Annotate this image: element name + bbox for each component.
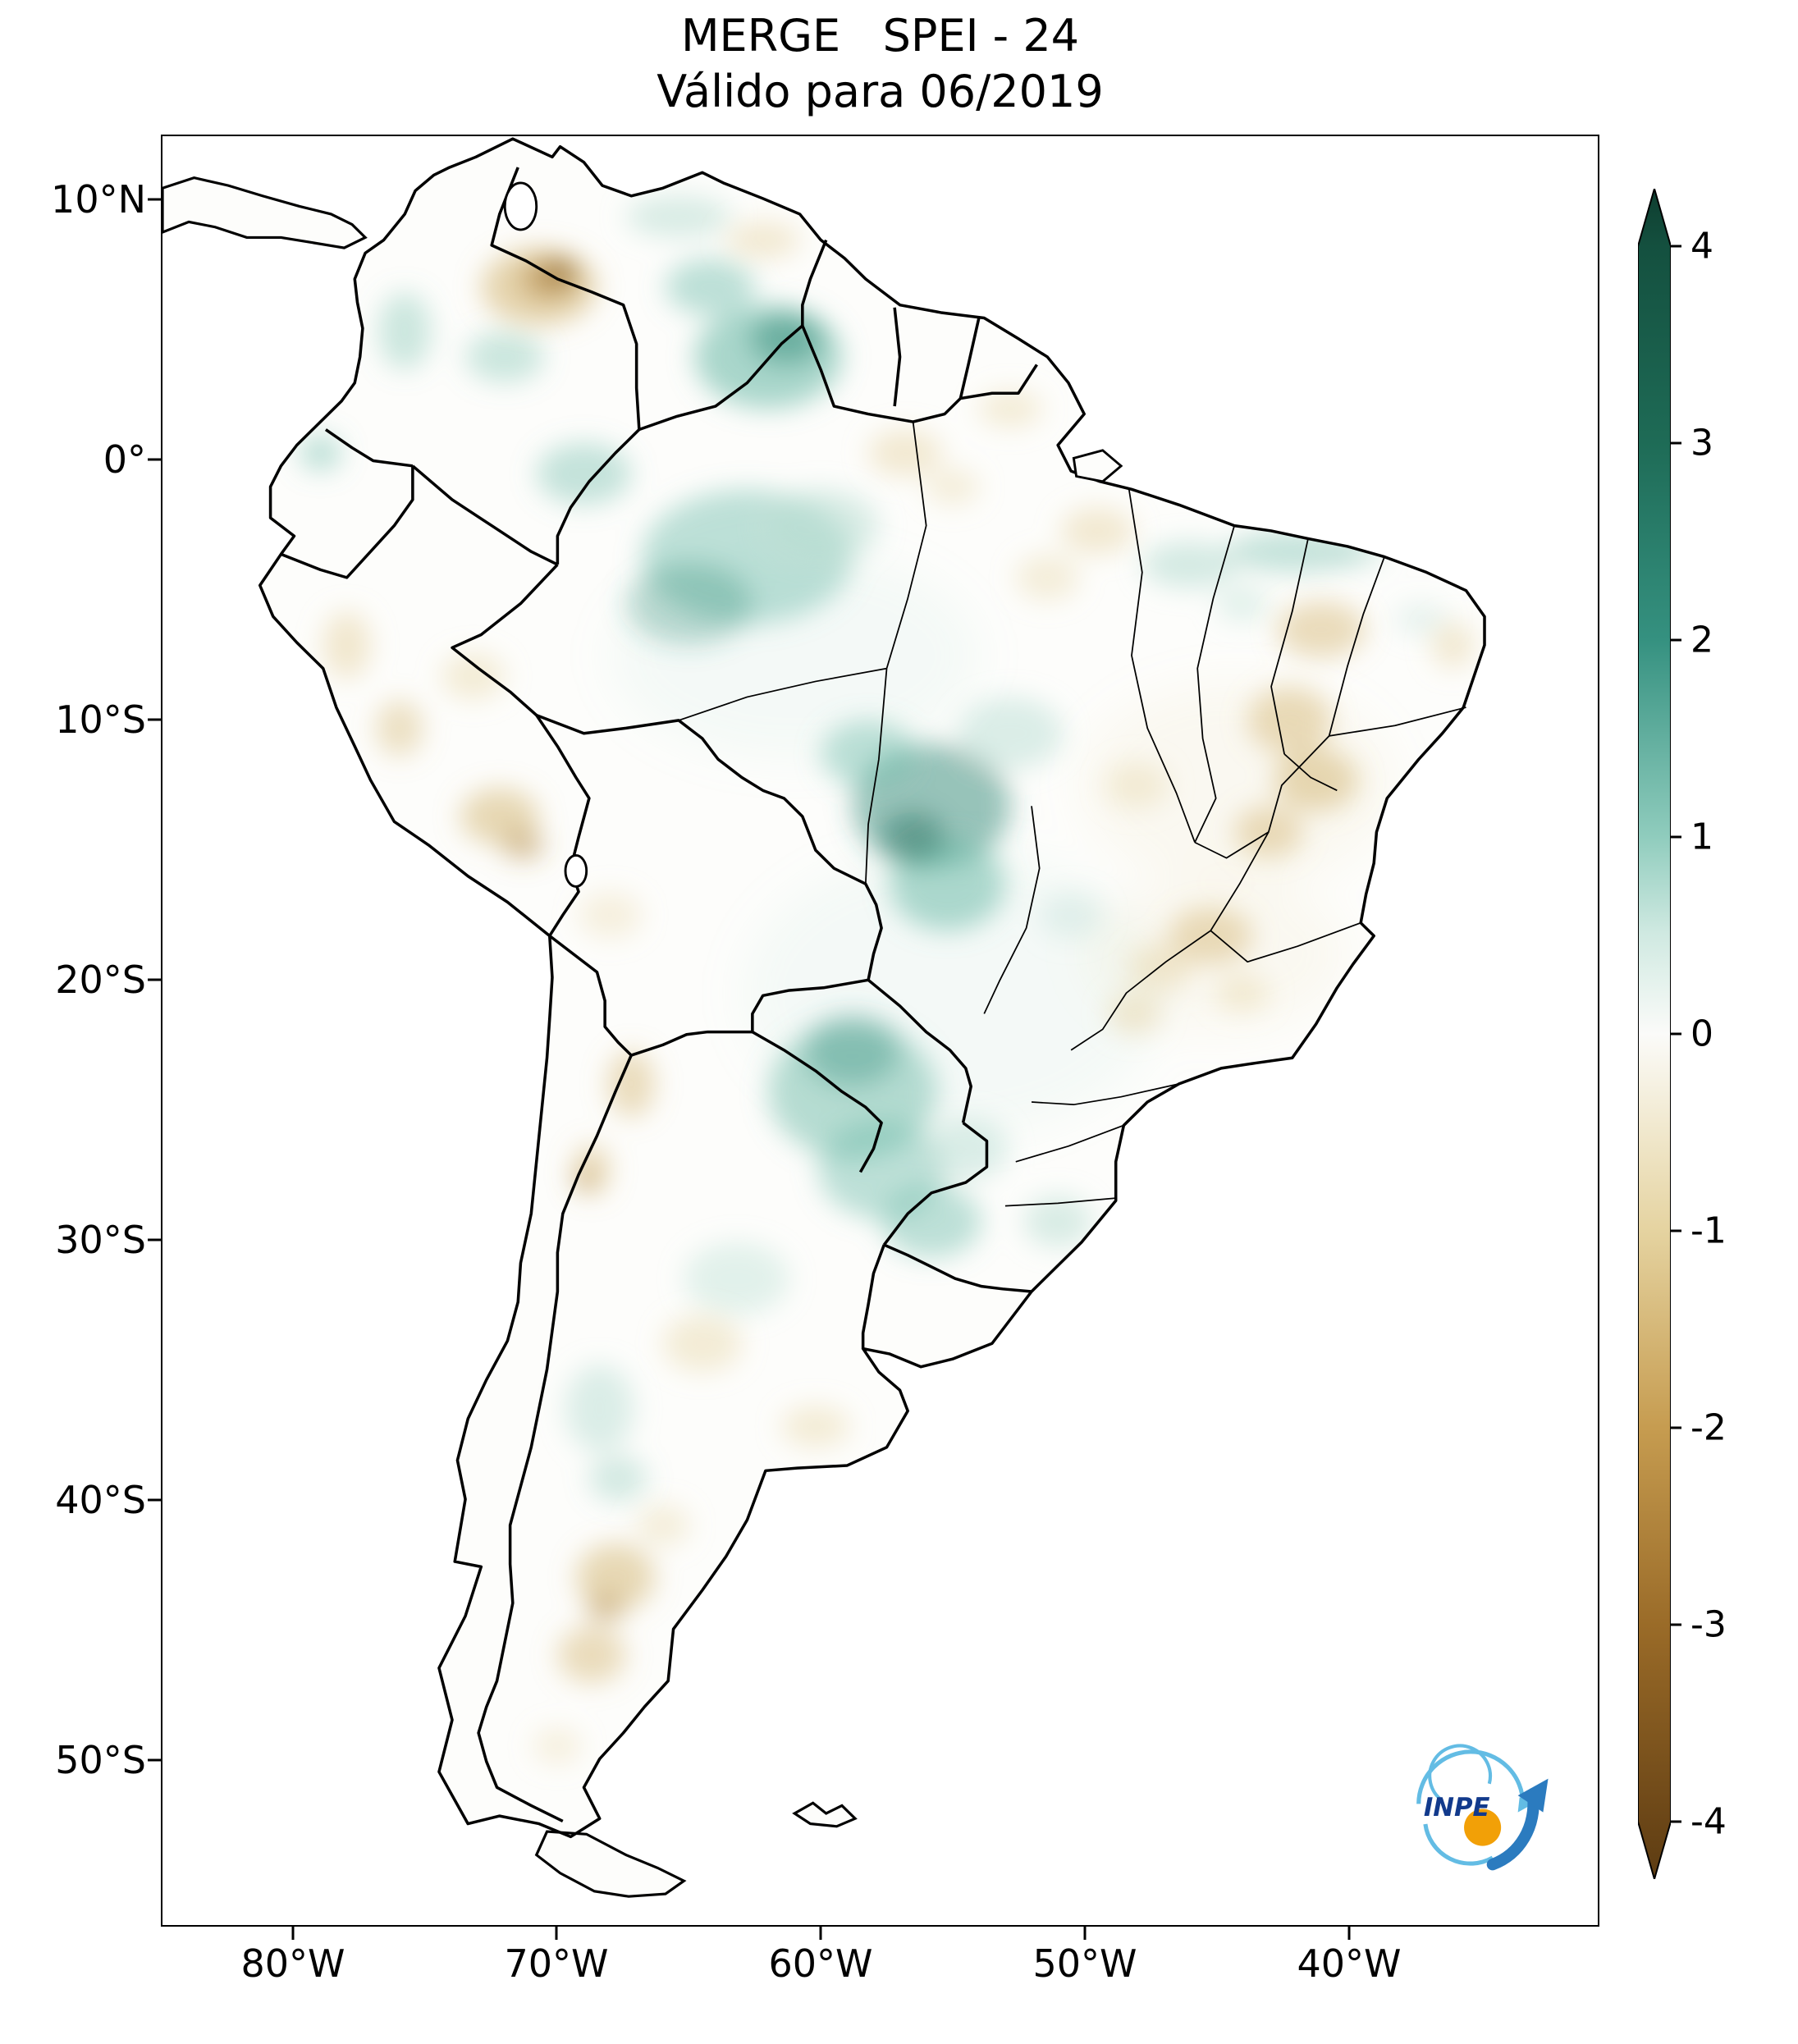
panama-sliver [162, 176, 368, 249]
colorbar-tick-label: 0 [1690, 1013, 1713, 1055]
colorbar-tick-label: -1 [1690, 1209, 1727, 1252]
lon-tick-mark [1083, 1927, 1087, 1940]
colorbar-tick-label: 3 [1690, 422, 1713, 464]
tierra-del-fuego [534, 1830, 687, 1898]
colorbar-tick-mark [1671, 638, 1681, 642]
colorbar-tick-mark [1671, 835, 1681, 839]
inpe-logo: INPE [1416, 1744, 1549, 1871]
lat-tick-label: 10°S [55, 697, 146, 742]
south-america-map [162, 137, 1486, 1898]
lat-tick-label: 50°S [55, 1738, 146, 1782]
lat-tick-mark [148, 718, 161, 721]
colorbar-tick-mark [1671, 1426, 1681, 1429]
landmass-base [162, 139, 1485, 1898]
colorbar-tick-label: 2 [1690, 619, 1713, 661]
colorbar-tick-label: 1 [1690, 816, 1713, 858]
chart-subtitle: Válido para 06/2019 [657, 66, 1104, 117]
spei-raster-field [299, 195, 1475, 1764]
colorbar-tick-label: -3 [1690, 1603, 1727, 1646]
inpe-logo-swirl [1416, 1744, 1534, 1866]
colorbar-tick-label: -2 [1690, 1406, 1727, 1449]
lon-tick-label: 40°W [1297, 1941, 1402, 1986]
lat-tick-mark [148, 1498, 161, 1502]
lat-tick-label: 40°S [55, 1478, 146, 1522]
lat-tick-mark [148, 1758, 161, 1762]
lat-tick-mark [148, 458, 161, 461]
lat-tick-mark [148, 1238, 161, 1241]
lat-tick-label: 10°N [51, 177, 146, 222]
map-plot-area [161, 135, 1599, 1927]
chart-title: MERGE SPEI - 24 [680, 10, 1080, 62]
inpe-logo-orange-dot [1464, 1809, 1502, 1846]
coastline-outline [258, 137, 1486, 1839]
lon-tick-mark [819, 1927, 822, 1940]
country-borders [280, 167, 1038, 1822]
lake-maracaibo [503, 181, 538, 231]
lake-titicaca [564, 854, 588, 888]
falkland-islands [792, 1801, 858, 1828]
lon-tick-label: 60°W [768, 1941, 873, 1986]
colorbar-tick-label: -4 [1690, 1800, 1727, 1843]
lon-tick-mark [555, 1927, 558, 1940]
lat-tick-mark [148, 198, 161, 201]
colorbar [1638, 189, 1671, 1879]
colorbar-tick-mark [1671, 1229, 1681, 1232]
colorbar-tick-mark [1671, 245, 1681, 248]
marajo-island [1072, 449, 1123, 483]
inpe-logo-arrow [1486, 1778, 1549, 1871]
lat-tick-label: 30°S [55, 1218, 146, 1262]
lon-tick-label: 80°W [240, 1941, 345, 1986]
lat-tick-label: 20°S [55, 958, 146, 1002]
inpe-logo-text: INPE [1424, 1793, 1490, 1822]
colorbar-tick-mark [1671, 1820, 1681, 1823]
colorbar-gradient [1638, 189, 1671, 1879]
lat-tick-label: 0° [103, 437, 146, 482]
lon-tick-label: 70°W [504, 1941, 609, 1986]
colorbar-tick-label: 4 [1690, 225, 1713, 268]
colorbar-tick-mark [1671, 441, 1681, 445]
colorbar-tick-mark [1671, 1623, 1681, 1626]
lon-tick-mark [291, 1927, 295, 1940]
lon-tick-mark [1347, 1927, 1351, 1940]
state-borders [678, 421, 1466, 1207]
lon-tick-label: 50°W [1032, 1941, 1137, 1986]
colorbar-tick-mark [1671, 1032, 1681, 1036]
lat-tick-mark [148, 978, 161, 981]
